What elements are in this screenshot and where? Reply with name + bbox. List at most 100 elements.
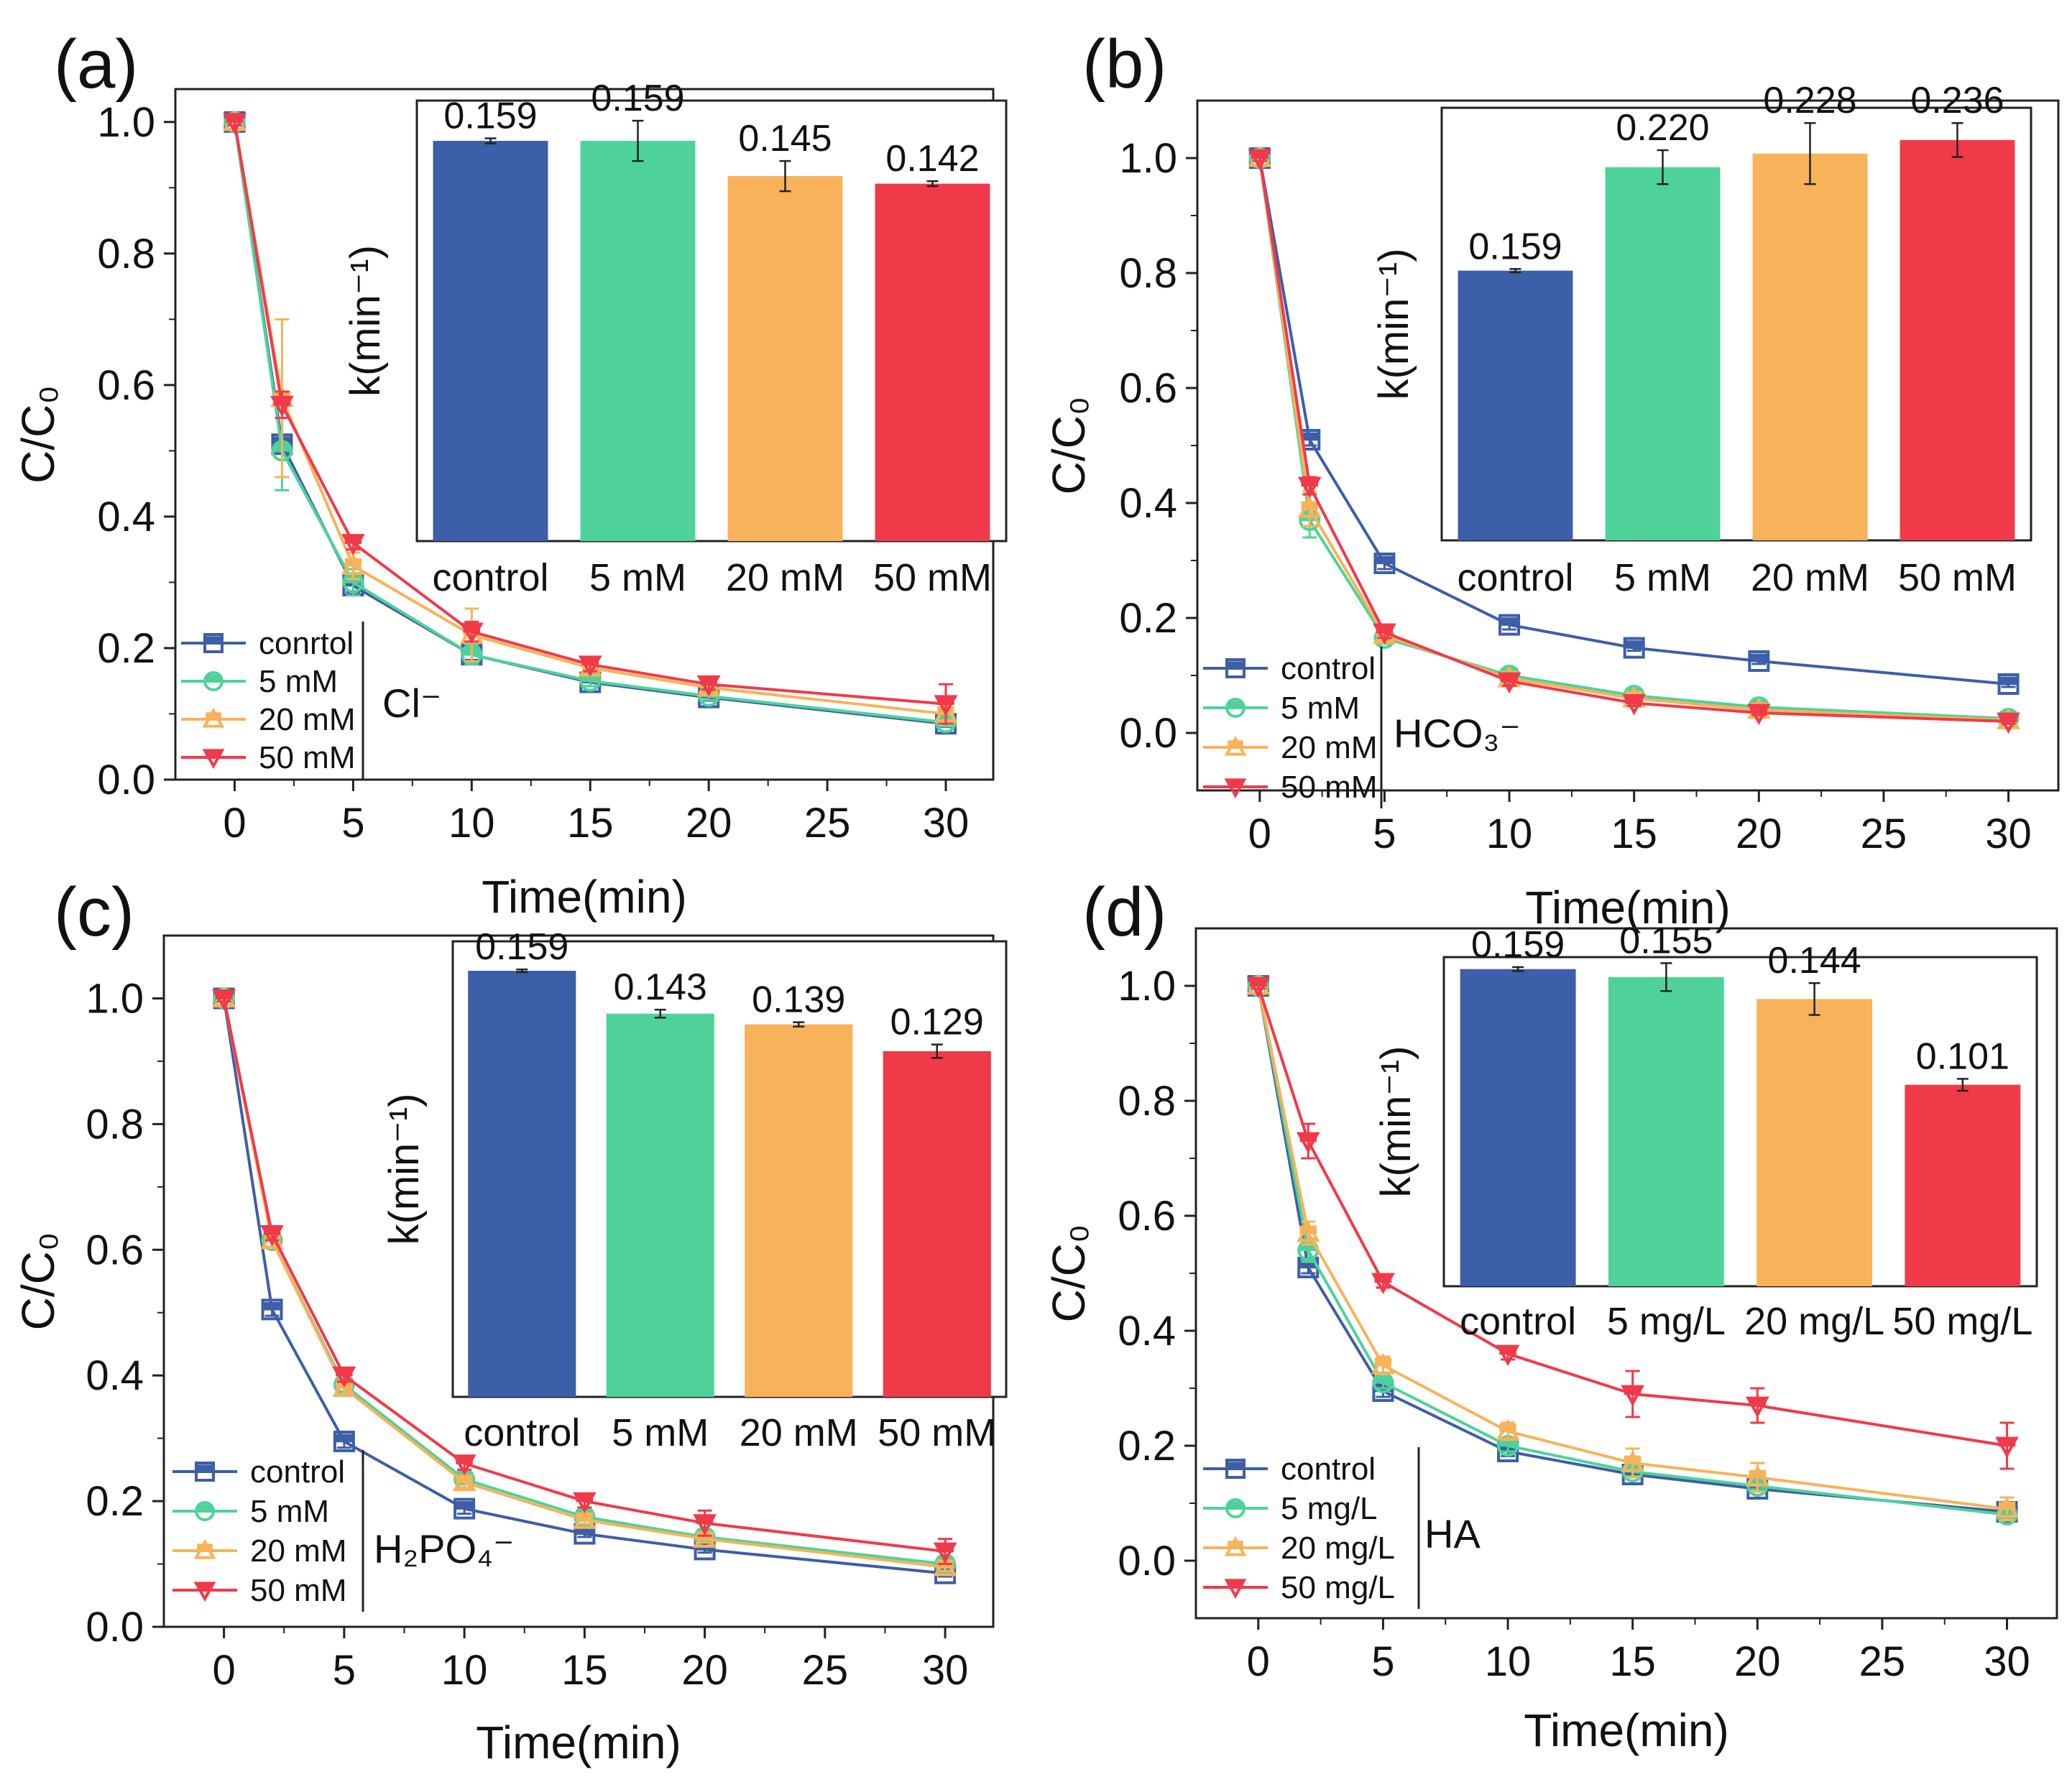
series-2 [1246,973,2019,1522]
inset-bar-chart: 0.159 control 0.155 5 mg/L 0.144 20 mg/L 0.101… [1373,920,2038,1343]
inset-category-label: control [1460,1300,1576,1343]
x-tick-label: 20 [681,1647,728,1694]
x-tick-label: 10 [1485,1638,1532,1685]
inset-category-label: 5 mM [1614,556,1711,599]
legend-label: 5 mM [259,664,338,699]
inset-value-label: 0.220 [1616,107,1709,149]
inset-value-label: 0.101 [1916,1035,2009,1077]
inset-bar [1605,167,1721,541]
inset-value-label: 0.159 [591,78,684,119]
legend-marker [203,633,224,653]
legend: control 5 mM 20 mM 50 mM [172,1450,364,1612]
legend-label: 50 mM [259,740,355,775]
inset-value-label: 0.142 [885,138,979,180]
data-point [1246,977,1271,999]
inset-category-label: 50 mM [1898,556,2017,599]
y-tick-label: 0.0 [1119,710,1177,757]
x-tick-label: 30 [922,1647,969,1694]
x-tick-label: 25 [1859,1638,1906,1685]
y-tick-label: 0.0 [97,757,155,803]
inset-bar [606,1013,714,1397]
y-tick-label: 0.8 [1118,1078,1176,1125]
inset-bar [468,971,576,1397]
inset-bar [1458,270,1573,540]
x-tick-label: 30 [1984,1638,2030,1685]
inset-value-label: 0.144 [1768,940,1861,982]
inset-y-label: k(min⁻¹) [1371,248,1417,400]
x-tick-label: 20 [1734,1638,1781,1685]
y-tick-label: 0.8 [86,1101,144,1148]
inset-bar-chart: 0.159 control 0.159 5 mM 0.145 20 mM 0.142 50 m… [342,78,1008,599]
inset-category-label: 5 mg/L [1607,1300,1726,1343]
x-axis-label: Time(min) [476,1717,681,1768]
x-tick-label: 15 [1609,1638,1656,1685]
legend-marker [195,1462,215,1482]
legend-marker [1225,698,1245,718]
data-point [1496,1344,1520,1367]
inset-bar [1900,139,2015,540]
y-tick-label: 1.0 [1119,135,1177,182]
legend-marker [203,671,224,691]
series-3 [212,989,957,1566]
panel-a: (a) 0 5 10 15 20 25 30 0.0 0.2 0.4 0.6 0.8 1.0 Time(mi… [12,26,1008,923]
y-axis-label: C/C₀ [1043,397,1095,495]
inset-category-label: 20 mM [740,1411,858,1454]
data-point [453,1497,476,1520]
x-tick-label: 0 [223,800,246,846]
x-tick-label: 15 [567,800,614,846]
y-tick-label: 0.6 [1119,365,1177,412]
ion-label: HCO₃⁻ [1394,711,1521,756]
inset-bar [1905,1084,2021,1286]
data-point [260,1225,284,1247]
inset-bar [1752,153,1868,540]
legend-label: 20 mM [1281,730,1377,765]
x-tick-label: 20 [1736,811,1782,857]
inset-y-label: k(min⁻¹) [381,1093,428,1245]
inset-value-label: 0.236 [1910,80,2004,121]
data-point [1498,614,1521,636]
y-tick-label: 0.6 [1118,1193,1176,1240]
legend-label: 20 mg/L [1281,1531,1395,1566]
series-3 [1248,149,2020,734]
data-point [1997,673,2020,695]
inset-bar [727,176,843,542]
legend-label: conrtol [259,626,354,661]
inset-value-label: 0.129 [890,1002,984,1043]
y-tick-label: 0.8 [1119,250,1177,297]
legend-label: 5 mM [250,1494,329,1529]
inset-bar [1608,977,1724,1286]
legend-label: 20 mM [259,702,355,737]
inset-category-label: 20 mM [1751,556,1869,599]
legend: control 5 mM 20 mM 50 mM [1203,647,1383,808]
y-tick-label: 0.0 [1118,1538,1176,1584]
inset-value-label: 0.159 [1468,226,1562,267]
x-tick-label: 5 [1371,1638,1394,1685]
inset-value-label: 0.228 [1763,80,1856,121]
series-3 [223,113,958,725]
inset-bar [1460,969,1576,1286]
x-tick-label: 25 [1861,811,1907,857]
inset-category-label: 50 mM [873,556,992,599]
y-tick-label: 0.2 [97,625,155,672]
y-tick-label: 0.8 [97,231,155,277]
inset-bar [875,183,990,541]
inset-y-label: k(min⁻¹) [1373,1046,1419,1197]
y-tick-label: 0.4 [1119,480,1177,527]
legend-label: control [1281,1451,1376,1487]
data-point [1995,1436,2019,1459]
panel-label: (b) [1082,26,1166,103]
y-tick-label: 0.4 [86,1352,144,1399]
legend-marker [1225,1498,1245,1518]
inset-bar [883,1051,991,1397]
inset-value-label: 0.159 [1471,924,1565,966]
y-axis-label: C/C₀ [12,385,64,484]
x-axis-label: Time(min) [1524,1704,1729,1756]
data-point [1296,1132,1320,1154]
x-tick-label: 30 [923,800,970,846]
legend-label: control [1281,651,1376,686]
y-tick-label: 0.6 [97,362,155,409]
panel-d: (d) 0 5 10 15 20 25 30 0.0 0.2 0.4 0.6 0.8 1.0 Time(mi… [1043,874,2058,1756]
inset-y-label: k(min⁻¹) [342,245,389,397]
